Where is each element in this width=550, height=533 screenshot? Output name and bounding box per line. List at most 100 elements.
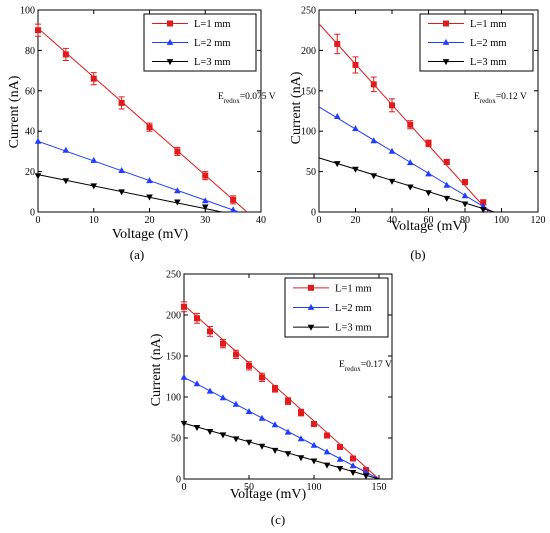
y-tick-label: 20: [25, 167, 35, 178]
legend-swatch-marker: [307, 324, 315, 331]
data-point: [407, 121, 414, 128]
x-tick-label: 20: [145, 215, 155, 226]
data-point: [272, 385, 278, 392]
data-point: [245, 439, 253, 446]
data-point: [334, 40, 341, 47]
data-point: [425, 170, 432, 177]
panel-c: Voltage (mV) Current (nA) (c) Eredox=0.1…: [149, 270, 393, 527]
data-point: [118, 166, 125, 173]
legend-swatch-marker: [166, 59, 174, 66]
series-1: [181, 301, 380, 480]
data-point: [362, 473, 370, 480]
legend-swatch-marker: [307, 303, 315, 310]
legend: L=1 mm L=2 mm L=3 mm: [284, 277, 389, 338]
legend-swatch-marker: [443, 20, 449, 27]
x-tick-label: 10: [89, 215, 99, 226]
y-tick-label: 250: [301, 6, 316, 17]
data-point: [388, 147, 396, 154]
data-point: [271, 447, 279, 454]
annotation-base: E: [474, 92, 480, 102]
legend-label: L=2 mm: [194, 38, 231, 49]
data-point: [323, 448, 331, 455]
data-point: [284, 451, 292, 458]
fit-line: [183, 422, 380, 480]
legend-swatch-marker: [442, 59, 450, 66]
panel-a: Voltage (mV) Current (nA) (a) Eredox=0.0…: [7, 6, 276, 263]
x-tick-label: 150: [372, 482, 387, 493]
annotation-subscript: redox: [480, 97, 496, 105]
data-point: [350, 455, 356, 462]
data-point: [297, 455, 305, 462]
legend-swatch-marker: [167, 20, 173, 27]
data-point: [284, 428, 292, 435]
data-point: [324, 432, 330, 439]
data-point: [352, 61, 359, 68]
legend-label: L=3 mm: [335, 323, 372, 334]
data-point: [201, 197, 209, 204]
fit-line: [318, 106, 493, 213]
data-point: [461, 201, 469, 208]
y-tick-label: 0: [311, 208, 316, 219]
data-point: [174, 187, 181, 194]
data-point: [181, 303, 187, 310]
y-tick-label: 100: [301, 127, 316, 138]
y-tick-label: 150: [301, 86, 316, 97]
data-point: [34, 173, 42, 180]
legend-label: L=3 mm: [470, 57, 507, 68]
data-point: [219, 394, 227, 401]
data-point: [201, 204, 209, 211]
data-point: [90, 75, 97, 82]
y-tick-label: 0: [176, 475, 181, 486]
x-tick-label: 40: [256, 215, 266, 226]
data-point: [206, 429, 214, 436]
x-axis-title: Voltage (mV): [230, 487, 307, 502]
x-tick-label: 50: [244, 482, 254, 493]
legend-label: L=1 mm: [194, 19, 231, 30]
y-axis-title: Current (nA): [7, 75, 22, 148]
series-3: [180, 420, 380, 480]
x-tick-label: 100: [494, 215, 509, 226]
data-point: [202, 172, 209, 179]
data-point: [90, 156, 98, 163]
data-point: [370, 173, 378, 180]
y-tick-label: 0: [30, 208, 35, 219]
y-tick-label: 60: [25, 86, 35, 97]
data-point: [297, 435, 305, 442]
data-point: [298, 409, 304, 416]
annotation-base: E: [218, 92, 224, 102]
data-point: [180, 420, 188, 427]
series-3: [34, 173, 223, 213]
data-point: [370, 137, 378, 144]
y-tick-label: 80: [25, 46, 35, 57]
y-tick-label: 250: [166, 270, 181, 281]
legend-label: L=1 mm: [335, 283, 372, 294]
data-point: [90, 183, 98, 190]
y-tick-label: 50: [306, 167, 316, 178]
x-tick-label: 40: [387, 215, 397, 226]
data-point: [336, 455, 344, 462]
y-tick-label: 150: [166, 352, 181, 363]
x-tick-label: 80: [460, 215, 470, 226]
data-point: [425, 190, 432, 197]
annotation-value: =0.17 V: [361, 360, 392, 370]
series-2: [34, 137, 239, 213]
x-tick-label: 0: [317, 215, 322, 226]
data-point: [337, 444, 343, 451]
data-point: [352, 125, 359, 132]
data-point: [258, 443, 266, 450]
legend: L=1 mm L=2 mm L=3 mm: [143, 13, 257, 72]
data-point: [323, 462, 331, 469]
data-point: [443, 195, 451, 202]
legend-swatch-marker: [442, 38, 450, 45]
series-2: [318, 106, 493, 213]
data-point: [406, 184, 414, 191]
data-point: [220, 340, 226, 347]
data-point: [118, 189, 125, 196]
legend-swatch-marker: [308, 284, 314, 291]
y-tick-label: 50: [171, 434, 181, 445]
legend-label: L=2 mm: [335, 303, 372, 314]
data-point: [259, 374, 265, 381]
data-point: [311, 421, 317, 428]
data-point: [425, 140, 432, 147]
